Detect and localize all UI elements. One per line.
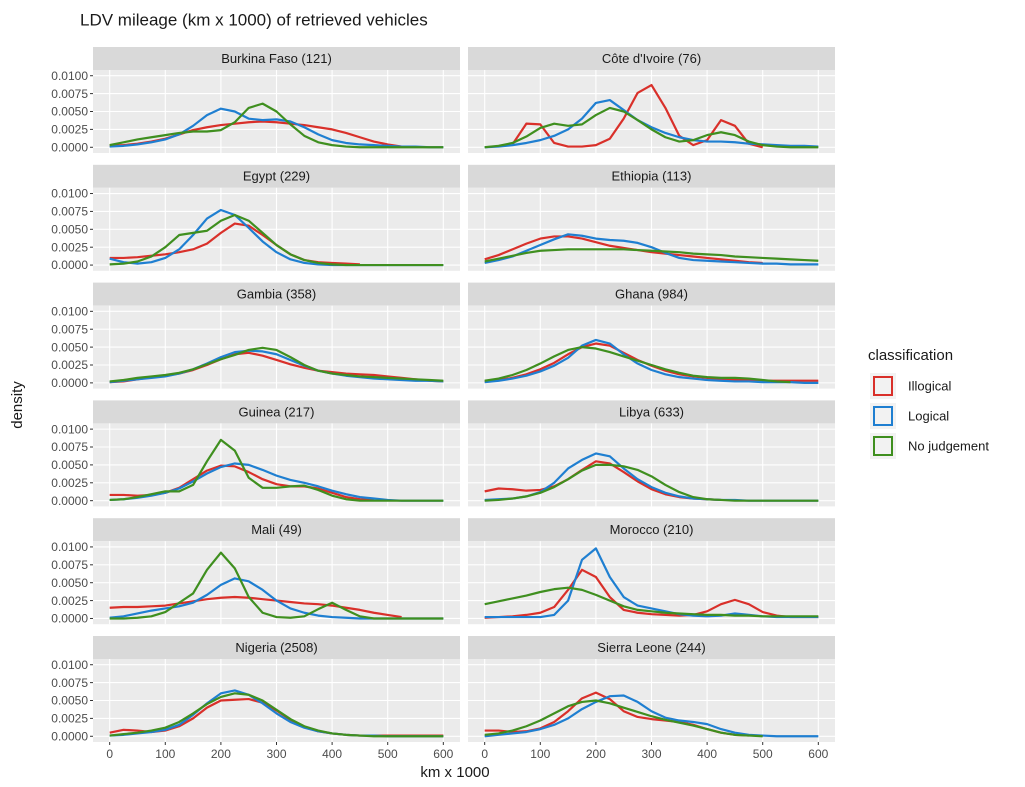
x-tick-label: 500 xyxy=(753,747,773,761)
density-line xyxy=(109,692,444,738)
y-tick-label: 0.0000 xyxy=(51,612,88,626)
legend-label: Illogical xyxy=(908,378,951,393)
x-tick-label: 400 xyxy=(697,747,717,761)
density-line xyxy=(484,235,763,265)
y-tick-label: 0.0100 xyxy=(51,187,88,201)
y-tick-label: 0.0025 xyxy=(51,712,88,726)
facet-title: Ethiopia (113) xyxy=(612,169,692,184)
x-tick-label: 300 xyxy=(266,747,286,761)
facet-title: Morocco (210) xyxy=(610,522,694,537)
density-line xyxy=(511,83,763,149)
density-line xyxy=(109,438,444,502)
y-tick-label: 0.0075 xyxy=(51,558,88,572)
strip xyxy=(93,282,460,306)
legend-label: No judgement xyxy=(908,438,989,453)
y-tick-label: 0.0100 xyxy=(51,540,88,554)
strip xyxy=(93,47,460,70)
y-tick-label: 0.0075 xyxy=(51,440,88,454)
facet-title: Mali (49) xyxy=(251,522,302,537)
density-line xyxy=(109,102,444,149)
facet-title: Sierra Leone (244) xyxy=(597,640,705,655)
y-tick-label: 0.0050 xyxy=(51,222,88,236)
legend-label: Logical xyxy=(908,408,949,423)
facet-title: Egypt (229) xyxy=(243,169,310,184)
y-tick-label: 0.0075 xyxy=(51,87,88,101)
facet-title: Ghana (984) xyxy=(615,287,688,302)
x-tick-label: 0 xyxy=(106,747,113,761)
strip xyxy=(93,636,460,659)
y-tick-label: 0.0075 xyxy=(51,322,88,336)
y-tick-label: 0.0025 xyxy=(51,476,88,490)
density-line xyxy=(484,106,819,149)
y-tick-label: 0.0000 xyxy=(51,729,88,743)
density-line xyxy=(484,338,819,384)
x-tick-label: 100 xyxy=(155,747,175,761)
y-tick-label: 0.0025 xyxy=(51,123,88,137)
density-line xyxy=(484,248,819,263)
x-tick-label: 100 xyxy=(530,747,550,761)
density-line xyxy=(484,586,819,618)
density-line xyxy=(484,568,819,619)
facet-title: Nigeria (2508) xyxy=(235,640,317,655)
density-line xyxy=(109,107,444,149)
facet-title: Gambia (358) xyxy=(237,287,316,302)
strip xyxy=(468,518,835,542)
density-line xyxy=(109,213,444,267)
x-tick-label: 300 xyxy=(641,747,661,761)
y-tick-label: 0.0050 xyxy=(51,105,88,119)
y-tick-label: 0.0050 xyxy=(51,694,88,708)
strip xyxy=(468,47,835,70)
density-line xyxy=(484,699,763,738)
y-tick-label: 0.0025 xyxy=(51,358,88,372)
x-tick-label: 200 xyxy=(586,747,606,761)
y-tick-label: 0.0100 xyxy=(51,422,88,436)
density-line xyxy=(484,463,819,502)
density-line xyxy=(484,346,791,384)
legend-title: classification xyxy=(868,347,953,364)
y-tick-label: 0.0050 xyxy=(51,458,88,472)
facet-title: Libya (633) xyxy=(619,404,684,419)
facet-title: Côte d'Ivoire (76) xyxy=(602,51,701,66)
x-tick-label: 200 xyxy=(211,747,231,761)
y-tick-label: 0.0100 xyxy=(51,658,88,672)
y-tick-label: 0.0050 xyxy=(51,576,88,590)
density-line xyxy=(484,233,819,266)
density-line xyxy=(109,346,444,383)
density-line xyxy=(109,551,444,620)
legend-swatch xyxy=(873,406,893,426)
y-tick-label: 0.0025 xyxy=(51,240,88,254)
strip xyxy=(468,164,835,188)
x-tick-label: 0 xyxy=(481,747,488,761)
y-tick-label: 0.0025 xyxy=(51,594,88,608)
y-tick-label: 0.0000 xyxy=(51,376,88,390)
y-tick-label: 0.0000 xyxy=(51,140,88,154)
facet-title: Burkina Faso (121) xyxy=(221,51,332,66)
facet-title: Guinea (217) xyxy=(239,404,315,419)
x-tick-label: 600 xyxy=(433,747,453,761)
strip xyxy=(93,164,460,188)
strip xyxy=(468,282,835,306)
legend-swatch xyxy=(873,436,893,456)
strip xyxy=(468,400,835,424)
y-tick-label: 0.0000 xyxy=(51,494,88,508)
y-tick-label: 0.0000 xyxy=(51,258,88,272)
strip xyxy=(93,518,460,542)
density-line xyxy=(109,349,444,384)
strip xyxy=(93,400,460,424)
strip xyxy=(468,636,835,659)
y-tick-label: 0.0050 xyxy=(51,340,88,354)
x-tick-label: 600 xyxy=(808,747,828,761)
x-axis-label: km x 1000 xyxy=(420,764,489,781)
y-tick-label: 0.0100 xyxy=(51,304,88,318)
y-tick-label: 0.0075 xyxy=(51,676,88,690)
density-line xyxy=(109,595,402,619)
legend-swatch xyxy=(873,376,893,396)
y-tick-label: 0.0100 xyxy=(51,69,88,83)
y-tick-label: 0.0075 xyxy=(51,205,88,219)
x-tick-label: 500 xyxy=(378,747,398,761)
chart-title: LDV mileage (km x 1000) of retrieved veh… xyxy=(80,10,428,29)
x-tick-label: 400 xyxy=(322,747,342,761)
y-axis-label: density xyxy=(9,381,26,429)
